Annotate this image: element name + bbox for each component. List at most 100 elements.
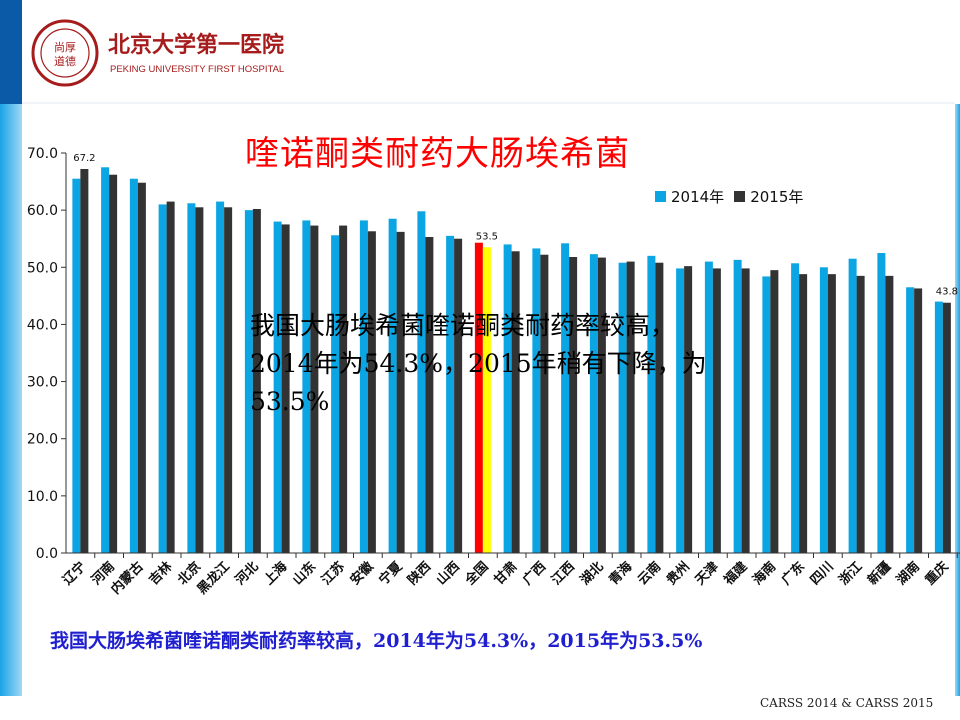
annotation-text: 我国大肠埃希菌喹诺酮类耐药率较高，2014年为54.3%，2015年稍有下降，为… xyxy=(250,311,707,416)
hospital-name-en: PEKING UNIVERSITY FIRST HOSPITAL xyxy=(110,64,284,75)
y-tick-label: 20.0 xyxy=(27,432,58,448)
hospital-name-cn: 北京大学第一医院 xyxy=(108,32,284,58)
x-tick-label: 河北 xyxy=(232,559,262,589)
bar-2014 xyxy=(446,235,455,553)
y-axis: 0.0 10.0 20.0 30.0 40.0 50.0 60.0 70.0 xyxy=(27,146,67,562)
data-label: 53.5 xyxy=(476,231,498,242)
bar-2014 xyxy=(532,248,541,553)
bar-2014 xyxy=(618,262,627,553)
bar-2015 xyxy=(367,231,376,554)
bar-2014 xyxy=(676,268,685,553)
bar-2015 xyxy=(770,270,779,553)
x-tick-label: 广西 xyxy=(519,559,549,589)
bar-2014 xyxy=(589,254,598,553)
y-tick-label: 70.0 xyxy=(27,146,58,162)
bar-2015 xyxy=(80,169,89,553)
bar-2014 xyxy=(273,221,282,554)
bar-2015 xyxy=(741,268,750,553)
bar-2015 xyxy=(799,274,808,553)
legend-swatch-2014 xyxy=(655,191,666,202)
x-tick-label: 湖北 xyxy=(578,559,607,588)
bar-2015 xyxy=(310,225,319,554)
x-tick-label: 全国 xyxy=(461,559,491,589)
y-tick-label: 0.0 xyxy=(36,546,58,562)
bar-2014 xyxy=(561,243,570,554)
bar-2015 xyxy=(914,288,923,553)
bar-2015 xyxy=(569,257,578,553)
legend-swatch-2015 xyxy=(734,191,746,202)
bar-2015 xyxy=(166,201,175,554)
bar-2014 xyxy=(244,210,253,553)
bar-2015 xyxy=(195,207,204,554)
hospital-seal-icon: 尚厚 道德 xyxy=(31,19,99,87)
y-tick-label: 10.0 xyxy=(27,489,58,505)
bar-2015 xyxy=(942,302,951,553)
x-tick-label: 辽宁 xyxy=(59,559,89,589)
x-tick-label: 浙江 xyxy=(836,559,866,589)
bar-2015 xyxy=(885,275,894,553)
x-tick-label: 江苏 xyxy=(318,559,348,589)
x-tick-label: 四川 xyxy=(808,559,837,588)
chart-legend: 2014年 2015年 xyxy=(655,186,803,207)
bar-2015 xyxy=(252,209,261,553)
bar-2015 xyxy=(856,275,865,553)
x-tick-label: 吉林 xyxy=(146,559,176,589)
x-tick-label: 云南 xyxy=(634,559,664,589)
bar-2014 xyxy=(733,259,742,553)
bar-2015 xyxy=(224,207,233,554)
bar-2015 xyxy=(396,231,405,553)
x-tick-label: 安徽 xyxy=(347,558,377,588)
left-gradient-bar xyxy=(0,104,22,696)
right-gradient-bar xyxy=(955,104,960,696)
bar-2014 xyxy=(503,244,512,553)
bar-2014 xyxy=(762,276,771,553)
bar-2015 xyxy=(281,224,290,553)
bar-2015 xyxy=(597,257,606,553)
bar-2014 xyxy=(819,267,828,553)
hospital-logo: 尚厚 道德 北京大学第一医院 PEKING UNIVERSITY FIRST H… xyxy=(31,19,284,87)
bar-2014 xyxy=(129,178,138,553)
x-tick-label: 广东 xyxy=(778,559,808,589)
seal-text-bottom: 道德 xyxy=(54,54,76,68)
bar-2015 xyxy=(137,182,146,553)
x-tick-label: 陕西 xyxy=(404,559,434,589)
x-tick-label: 上海 xyxy=(261,559,291,589)
top-left-accent-bar xyxy=(0,0,22,104)
data-label: 43.8 xyxy=(936,287,958,298)
data-label: 67.2 xyxy=(73,153,95,164)
x-tick-label: 山东 xyxy=(289,559,319,589)
bar-2015 xyxy=(655,262,664,553)
bar-2014 xyxy=(302,220,311,553)
bar-2015 xyxy=(482,247,491,554)
legend-label-2014: 2014年 xyxy=(671,188,725,206)
bar-2015 xyxy=(511,251,520,554)
bar-2015 xyxy=(425,237,434,553)
bar-2014 xyxy=(877,253,886,553)
y-tick-label: 40.0 xyxy=(27,317,58,333)
bar-2015 xyxy=(339,225,348,554)
x-tick-label: 黑龙江 xyxy=(194,559,233,598)
bar-2014 xyxy=(388,218,397,553)
bars xyxy=(72,167,951,554)
x-tick-label: 新疆 xyxy=(864,559,894,589)
bar-2014 xyxy=(331,235,340,554)
x-tick-label: 甘肃 xyxy=(491,559,521,589)
x-tick-label: 宁夏 xyxy=(376,558,406,588)
bar-2014 xyxy=(359,220,368,553)
bar-2015 xyxy=(454,238,463,553)
bar-2015 xyxy=(109,174,118,553)
data-labels: 67.2 53.5 43.8 xyxy=(73,153,958,298)
bar-2014 xyxy=(474,242,483,553)
bar-2014 xyxy=(906,287,915,553)
y-tick-label: 60.0 xyxy=(27,203,58,219)
x-tick-label: 江西 xyxy=(548,559,578,589)
bar-2014 xyxy=(704,261,713,553)
bar-2014 xyxy=(216,201,225,554)
bar-2015 xyxy=(712,268,721,553)
bar-2014 xyxy=(72,178,81,553)
bar-2014 xyxy=(187,203,196,554)
x-tick-label: 重庆 xyxy=(922,559,952,589)
